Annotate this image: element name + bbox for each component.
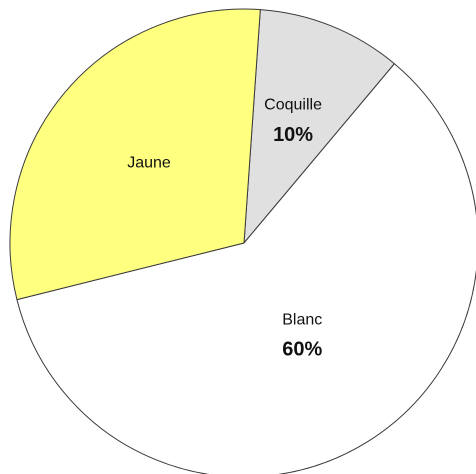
slice-label-blanc: Blanc <box>282 311 322 328</box>
slice-label-coquille: Coquille <box>264 97 322 114</box>
pie-slice-jaune <box>9 8 261 301</box>
pie-slice-blanc <box>16 63 476 474</box>
pie-slice-coquille <box>243 9 396 245</box>
slice-value-coquille: 10% <box>273 124 313 146</box>
slice-label-jaune: Jaune <box>127 155 171 172</box>
slice-value-blanc: 60% <box>282 339 322 361</box>
